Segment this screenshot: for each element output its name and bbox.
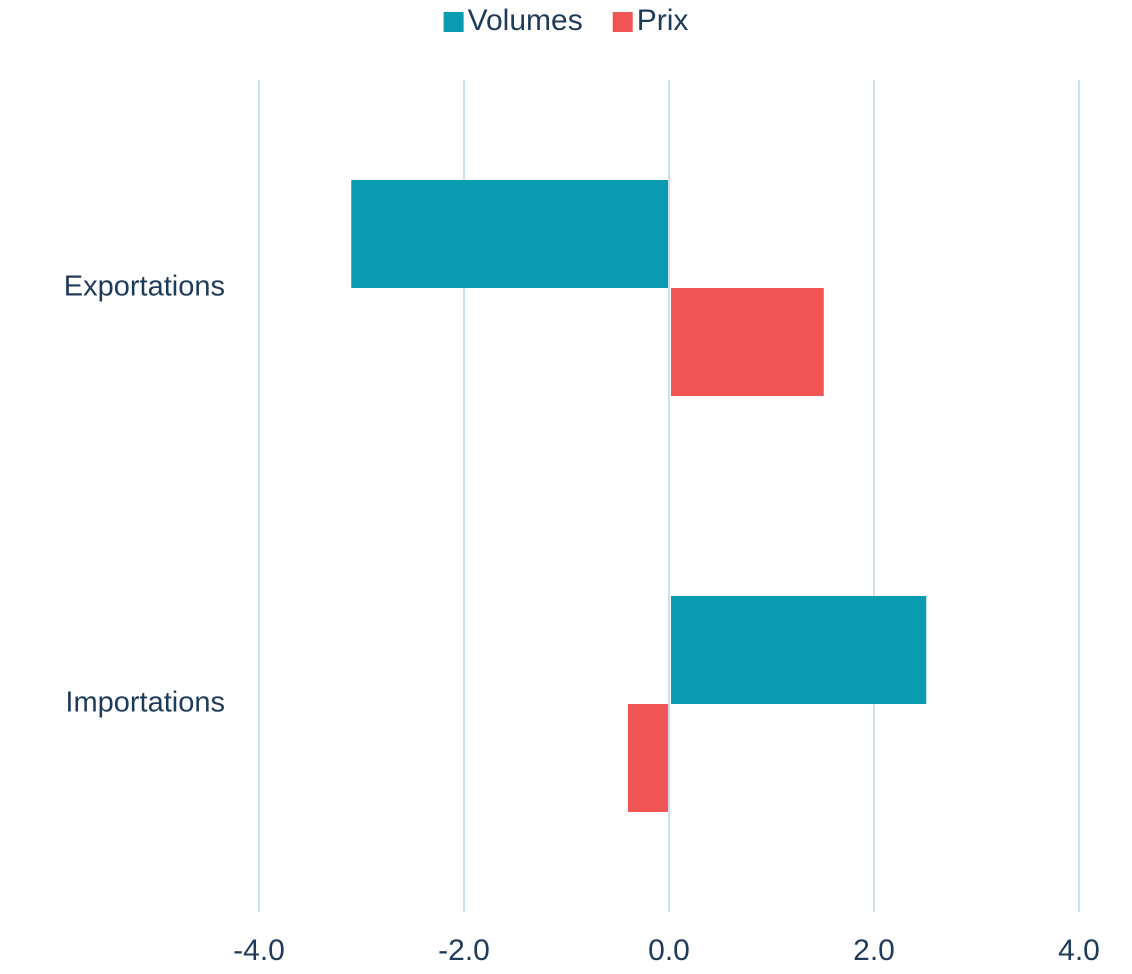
- x-tick-label: -2.0: [438, 934, 490, 967]
- legend-swatch: [443, 12, 464, 32]
- legend-label: Prix: [637, 4, 689, 37]
- legend-label: Volumes: [468, 4, 583, 37]
- x-tick-label: 0.0: [648, 934, 690, 967]
- bar: [628, 704, 668, 812]
- x-tick-label: 4.0: [1058, 934, 1100, 967]
- x-tick-label: 2.0: [853, 934, 895, 967]
- y-tick-label: Exportations: [64, 271, 225, 303]
- bar: [351, 180, 668, 288]
- bar: [671, 288, 824, 396]
- x-tick-label: -4.0: [233, 934, 285, 967]
- legend-swatch: [612, 12, 633, 32]
- y-tick-label: Importations: [65, 687, 225, 719]
- bar: [671, 596, 927, 704]
